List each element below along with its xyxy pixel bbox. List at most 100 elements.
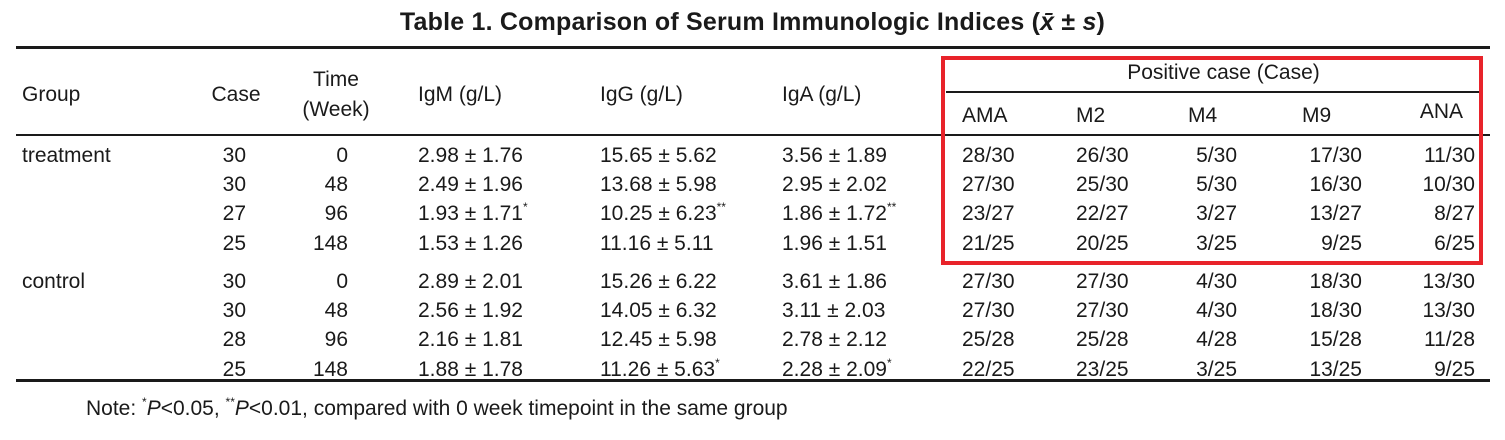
- cell-m9-text: 17/30: [1309, 144, 1362, 167]
- cell-m4-text: 4/30: [1196, 299, 1237, 322]
- cell-ama: 25/28: [962, 329, 1015, 350]
- cell-m2-text: 26/30: [1076, 144, 1129, 167]
- note-p1: P: [146, 397, 161, 420]
- cell-ana: 8/27: [1380, 203, 1475, 224]
- cell-m2: 20/25: [1076, 233, 1129, 254]
- header-case: Case: [211, 83, 261, 106]
- cell-ana-text: 13/30: [1422, 270, 1475, 293]
- cell-time-text: 48: [324, 299, 348, 322]
- cell-m4-text: 3/25: [1196, 358, 1237, 381]
- cell-iga: 3.56 ± 1.89: [782, 145, 887, 166]
- cell-ana-text: 6/25: [1434, 232, 1475, 255]
- cell-time-text: 148: [312, 232, 348, 255]
- cell-case-text: 28: [222, 328, 246, 351]
- cell-ana: 9/25: [1380, 359, 1475, 380]
- cell-iga-text: 2.28 ± 2.09: [782, 358, 887, 381]
- header-iga: IgA (g/L): [782, 83, 862, 106]
- cell-m2-text: 22/27: [1076, 202, 1129, 225]
- cell-iga: 1.86 ± 1.72**: [782, 201, 896, 224]
- cell-igm: 2.89 ± 2.01: [418, 271, 523, 292]
- cell-igg: 11.16 ± 5.11: [600, 233, 714, 254]
- cell-ama: 28/30: [962, 145, 1015, 166]
- cell-igm: 1.53 ± 1.26: [418, 233, 523, 254]
- mean-symbol: x̄: [1040, 8, 1055, 36]
- cell-m4-text: 5/30: [1196, 173, 1237, 196]
- significance-marker: *: [715, 356, 720, 370]
- cell-iga-text: 3.11 ± 2.03: [782, 299, 886, 322]
- table-title-prefix: Table 1. Comparison of Serum Immunologic…: [399, 8, 1041, 36]
- cell-case: 25: [196, 233, 246, 254]
- header-m9: M9: [1302, 104, 1332, 127]
- positive-case-subrule: [946, 91, 1481, 93]
- cell-igg-text: 12.45 ± 5.98: [600, 328, 717, 351]
- cell-time-text: 148: [312, 358, 348, 381]
- cell-m4-text: 5/30: [1196, 144, 1237, 167]
- cell-ama: 27/30: [962, 300, 1015, 321]
- cell-m2: 25/30: [1076, 174, 1129, 195]
- cell-ana-text: 9/25: [1434, 358, 1475, 381]
- cell-m9-text: 16/30: [1309, 173, 1362, 196]
- cell-ama-text: 21/25: [962, 232, 1015, 255]
- cell-m4: 4/30: [1170, 271, 1237, 292]
- table-note: Note: *P<0.05, **P<0.01, compared with 0…: [86, 396, 788, 421]
- note-p2: P: [234, 397, 249, 420]
- header-igg: IgG (g/L): [600, 83, 683, 106]
- cell-case-text: 30: [222, 173, 246, 196]
- cell-time: 0: [296, 271, 348, 292]
- cell-igm-text: 2.16 ± 1.81: [418, 328, 523, 351]
- cell-m9: 13/25: [1280, 359, 1362, 380]
- cell-case-text: 30: [222, 270, 246, 293]
- cell-m9-text: 13/25: [1309, 358, 1362, 381]
- cell-m9: 13/27: [1280, 203, 1362, 224]
- note-t2: <0.01, compared with 0 week timepoint in…: [248, 397, 788, 420]
- cell-igg-text: 15.65 ± 5.62: [600, 144, 717, 167]
- significance-marker: **: [716, 200, 726, 214]
- cell-m4-text: 3/25: [1196, 232, 1237, 255]
- cell-igg: 13.68 ± 5.98: [600, 174, 717, 195]
- cell-time-text: 48: [324, 173, 348, 196]
- cell-m9-text: 15/28: [1309, 328, 1362, 351]
- note-t1: <0.05,: [160, 397, 226, 420]
- cell-case-text: 25: [222, 358, 246, 381]
- cell-ana-text: 11/28: [1424, 328, 1475, 351]
- cell-igg-text: 10.25 ± 6.23: [600, 202, 717, 225]
- cell-m9-text: 9/25: [1321, 232, 1362, 255]
- header-ama: AMA: [962, 104, 1008, 127]
- cell-ana: 11/30: [1380, 145, 1475, 166]
- note-prefix: Note:: [86, 397, 143, 420]
- cell-m4: 3/25: [1170, 233, 1237, 254]
- cell-igg: 15.26 ± 6.22: [600, 271, 717, 292]
- table-title: Table 1. Comparison of Serum Immunologic…: [0, 8, 1505, 37]
- cell-ana: 13/30: [1380, 271, 1475, 292]
- cell-m9-text: 18/30: [1309, 270, 1362, 293]
- cell-ama: 21/25: [962, 233, 1015, 254]
- cell-m9: 15/28: [1280, 329, 1362, 350]
- cell-igm-text: 2.49 ± 1.96: [418, 173, 523, 196]
- cell-case: 30: [196, 145, 246, 166]
- cell-case: 28: [196, 329, 246, 350]
- cell-m4: 3/27: [1170, 203, 1237, 224]
- cell-m4: 4/30: [1170, 300, 1237, 321]
- cell-igg-text: 11.16 ± 5.11: [600, 232, 714, 255]
- cell-m4: 4/28: [1170, 329, 1237, 350]
- cell-time-text: 96: [324, 202, 348, 225]
- cell-m9: 18/30: [1280, 271, 1362, 292]
- cell-time-text: 0: [336, 144, 348, 167]
- cell-time: 48: [296, 300, 348, 321]
- bottom-rule: [16, 379, 1490, 382]
- cell-case: 30: [196, 271, 246, 292]
- cell-iga: 3.11 ± 2.03: [782, 300, 885, 321]
- cell-igm-text: 1.88 ± 1.78: [418, 358, 523, 381]
- cell-m2-text: 23/25: [1076, 358, 1129, 381]
- cell-case-text: 30: [222, 144, 246, 167]
- cell-time: 96: [296, 203, 348, 224]
- cell-case-text: 27: [222, 202, 246, 225]
- cell-ama-text: 23/27: [962, 202, 1015, 225]
- cell-time: 48: [296, 174, 348, 195]
- cell-igg-text: 13.68 ± 5.98: [600, 173, 717, 196]
- cell-group-text: treatment: [22, 144, 111, 167]
- cell-m2: 27/30: [1076, 271, 1129, 292]
- header-time-line1: Time: [313, 68, 359, 91]
- cell-igg-text: 14.05 ± 6.32: [600, 299, 717, 322]
- cell-time: 96: [296, 329, 348, 350]
